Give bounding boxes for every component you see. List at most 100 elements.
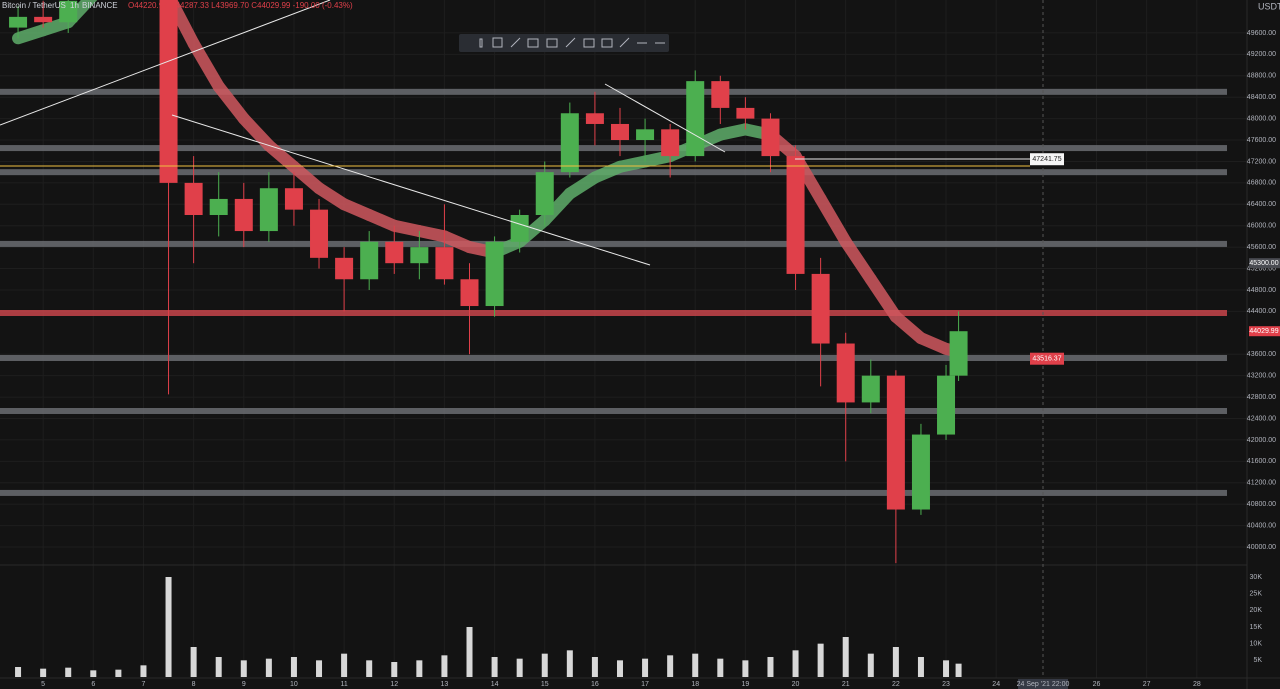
y-tick-label: 41600.00: [1247, 458, 1276, 465]
ema-ribbon: [212, 80, 250, 125]
volume-bar: [115, 669, 122, 677]
x-tick-label: 5: [41, 681, 45, 688]
x-tick-label: 19: [741, 681, 749, 688]
volume-tick-label: 15K: [1250, 624, 1263, 631]
y-tick-label: 40800.00: [1247, 501, 1276, 508]
tool[interactable]: [510, 37, 521, 48]
tool[interactable]: [492, 37, 503, 48]
volume-bar: [717, 658, 724, 677]
volume-tick-label: 20K: [1250, 607, 1263, 614]
ema-ribbon: [237, 112, 275, 152]
price-tag-label: 44029.99: [1249, 328, 1278, 335]
candle-body: [911, 434, 930, 510]
exchange: BINANCE: [82, 1, 118, 10]
volume-bar: [416, 660, 423, 677]
volume-bar: [642, 658, 649, 677]
volume-bar: [817, 643, 824, 677]
tool[interactable]: [583, 38, 595, 48]
interval: 1h: [70, 1, 79, 10]
x-tick-label: 10: [290, 681, 298, 688]
x-tick-label: 21: [842, 681, 850, 688]
candle-body: [335, 257, 354, 280]
volume-bar: [190, 647, 197, 677]
candle-body: [886, 375, 905, 510]
x-tick-label: 24: [992, 681, 1000, 688]
candle-body: [711, 81, 730, 108]
volume-bar: [692, 653, 699, 677]
x-tick-label: 7: [142, 681, 146, 688]
x-tick-label: 27: [1143, 681, 1151, 688]
y-tick-label: 49200.00: [1247, 51, 1276, 58]
candle-body: [284, 188, 303, 210]
tool[interactable]: [619, 37, 630, 48]
volume-bar: [391, 662, 398, 677]
x-tick-label: 13: [441, 681, 449, 688]
price-tag-label: 45300.00: [1249, 260, 1278, 267]
candle-body: [861, 375, 880, 403]
x-tick-label: 20: [792, 681, 800, 688]
volume-bar: [943, 660, 950, 677]
volume-bar: [265, 658, 272, 677]
volume-bar: [616, 660, 623, 677]
ema-ribbon: [839, 235, 877, 286]
candle-body: [510, 215, 529, 242]
x-tick-label: 9: [242, 681, 246, 688]
crosshair-tag: [1018, 679, 1068, 689]
candle-body: [360, 241, 379, 280]
volume-bar: [792, 650, 799, 677]
trend-lines: [0, 0, 1030, 266]
crosshair-label: 24 Sep '21 22:00: [1017, 681, 1070, 688]
x-tick-label: 16: [591, 681, 599, 688]
drawn-tag: [1030, 352, 1064, 365]
ema-ribbon: [538, 187, 576, 227]
volume-bar: [566, 650, 573, 677]
y-tick-label: 43600.00: [1247, 351, 1276, 358]
x-tick-label: 8: [192, 681, 196, 688]
candle-body: [560, 113, 579, 173]
y-tick-label: 47600.00: [1247, 137, 1276, 144]
x-tick-label: 28: [1193, 681, 1201, 688]
candle-body: [661, 129, 680, 157]
volume-bar: [516, 658, 523, 677]
x-tick-label: 6: [91, 681, 95, 688]
candle-body: [184, 182, 203, 216]
tool[interactable]: [479, 38, 483, 48]
candle-body: [736, 107, 755, 119]
y-tick-label: 48400.00: [1247, 94, 1276, 101]
drawing-toolbar[interactable]: [459, 34, 669, 52]
candle-body: [761, 118, 780, 157]
level-band: [0, 407, 1227, 414]
volume-bar: [955, 663, 962, 677]
volume-bar: [316, 660, 323, 677]
tool[interactable]: [565, 37, 576, 48]
tool[interactable]: [601, 38, 613, 48]
x-tick-label: 14: [491, 681, 499, 688]
drawn-tag-label: 47241.75: [1032, 156, 1061, 163]
symbol: Bitcoin / TetherUS: [2, 1, 66, 10]
candle-body: [949, 331, 968, 376]
candle-body: [310, 209, 329, 258]
x-tick-label: 26: [1093, 681, 1101, 688]
candle-body: [786, 156, 805, 274]
y-tick-label: 46400.00: [1247, 201, 1276, 208]
tool[interactable]: [546, 38, 558, 48]
volume-bar: [591, 657, 598, 677]
y-tick-label: 45600.00: [1247, 244, 1276, 251]
volume-bar: [15, 667, 22, 677]
volume-tick-label: 10K: [1250, 641, 1263, 648]
candle-body: [159, 0, 178, 183]
level-band: [0, 489, 1227, 496]
level-band: [0, 145, 1227, 152]
candle-body: [485, 241, 504, 307]
y-tick-label: 48800.00: [1247, 73, 1276, 80]
y-tick-label: 43200.00: [1247, 372, 1276, 379]
volume-bar: [366, 660, 373, 677]
volume-bar: [441, 655, 448, 677]
x-tick-label: 18: [691, 681, 699, 688]
volume-bar: [40, 668, 47, 677]
drawn-tag-label: 43516.37: [1032, 356, 1061, 363]
tool[interactable]: [527, 38, 539, 48]
drawn-tag: [1030, 153, 1064, 166]
